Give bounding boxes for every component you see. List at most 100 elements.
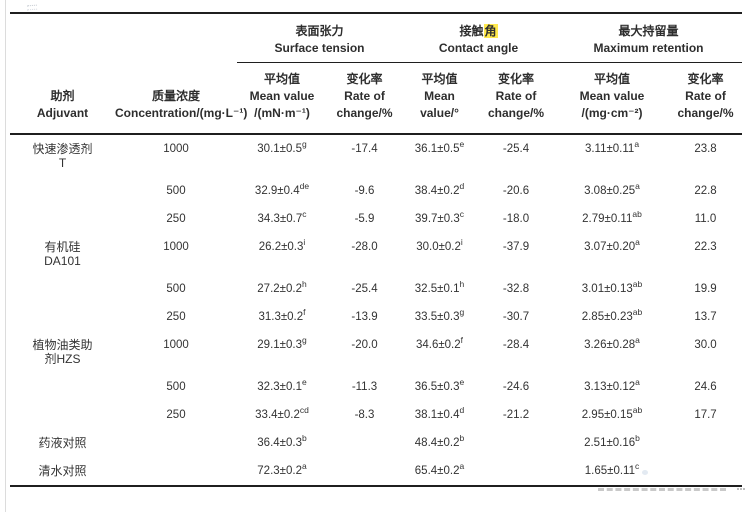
concentration-cell: 500 (166, 185, 186, 197)
ca-mean-cell: 38.4±0.2d (402, 177, 477, 205)
ca-mean-cell: 33.5±0.3g (402, 303, 477, 331)
ca-rate-cell: -25.4 (502, 143, 530, 155)
st-mean-cell: 32.3±0.1e (237, 373, 327, 401)
value: 34.3±0.7 (257, 213, 303, 225)
st-mean-cell: 30.1±0.5g (237, 134, 327, 177)
ca-rate-cell: -28.4 (502, 339, 530, 351)
group-header-contact-angle: 接触角 Contact angle (402, 13, 555, 63)
ca-rate-cell: -30.7 (502, 311, 530, 323)
significance-letter: e (459, 139, 465, 150)
subheader-line: value/° (420, 106, 459, 120)
value: 38.4±0.2 (414, 185, 460, 197)
adjuvant-cell (10, 303, 115, 331)
significance-letter: b (459, 433, 465, 444)
adjuvant-cell (10, 205, 115, 233)
value: 72.3±0.2 (257, 465, 302, 477)
ca-rate-cell (477, 457, 555, 486)
st-rate-cell: -28.0 (351, 241, 378, 253)
significance-letter: h (459, 279, 465, 290)
ca-rate-cell: -24.6 (502, 381, 530, 393)
value: 29.1±0.3 (257, 339, 302, 351)
ca-mean-cell: 38.1±0.4d (402, 401, 477, 429)
mr-rate-cell: 13.7 (694, 311, 717, 323)
group-header-max-retention: 最大持留量 Maximum retention (555, 13, 743, 63)
group-header-row: 助剂 Adjuvant 质量浓度 Concentration/(mg·L⁻¹) … (10, 13, 743, 135)
ca-rate-cell: -21.2 (502, 409, 530, 421)
subheader-line: Rate of (495, 89, 537, 103)
value: 32.3±0.1 (257, 381, 302, 393)
value: 36.4±0.3 (257, 437, 302, 449)
significance-letter: i (303, 237, 306, 248)
significance-letter: a (635, 377, 640, 388)
subheader-line: Rate of (685, 89, 726, 103)
results-table-container: 助剂 Adjuvant 质量浓度 Concentration/(mg·L⁻¹) … (10, 12, 743, 487)
value: 27.2±0.2 (257, 283, 302, 295)
mr-rate-cell (669, 457, 742, 486)
concentration-cell (115, 429, 237, 457)
concentration-cell: 250 (166, 311, 186, 323)
mr-mean-cell: 2.85±0.23ab (555, 303, 669, 331)
header-en: Adjuvant (36, 106, 89, 120)
st-rate-cell: -8.3 (354, 409, 375, 421)
subheader-line: 平均值 (421, 72, 458, 86)
value: 2.95±0.15 (581, 409, 633, 421)
significance-letter: ab (632, 307, 643, 318)
ca-mean-cell: 32.5±0.1h (402, 275, 477, 303)
significance-letter: cd (299, 405, 309, 416)
subheader-mr-mean: 平均值 Mean value /(mg·cm⁻²) (555, 62, 669, 135)
value: 65.4±0.2 (414, 465, 460, 477)
adjuvant-name-line2: DA101 (44, 254, 81, 268)
st-mean-cell: 72.3±0.2a (237, 457, 327, 486)
subheader-line: change/% (677, 106, 734, 120)
table-row: 植物油类助 剂HZS 1000 29.1±0.3g -20.0 34.6±0.2f… (10, 331, 742, 373)
value: 32.9±0.4 (254, 185, 300, 197)
adjuvant-cell: 清水对照 (38, 464, 87, 478)
st-rate-cell: -5.9 (354, 213, 375, 225)
significance-letter: b (301, 433, 307, 444)
ca-mean-cell: 34.6±0.2f (402, 331, 477, 373)
st-mean-cell: 33.4±0.2cd (237, 401, 327, 429)
concentration-cell: 500 (166, 283, 186, 295)
value: 36.1±0.5 (414, 143, 460, 155)
subheader-line: 变化率 (497, 72, 534, 86)
ca-mean-cell: 36.5±0.3e (402, 373, 477, 401)
ca-rate-cell: -20.6 (502, 185, 530, 197)
value: 26.2±0.3 (258, 241, 304, 253)
adjuvant-cell (10, 373, 115, 401)
table-row: 500 32.3±0.1e -11.3 36.5±0.3e -24.6 3.13… (10, 373, 742, 401)
adjuvant-name-line2: 剂HZS (44, 352, 81, 366)
subheader-line: 平均值 (263, 72, 300, 86)
significance-letter: a (635, 237, 640, 248)
st-mean-cell: 34.3±0.7c (237, 205, 327, 233)
st-rate-cell: -25.4 (351, 283, 378, 295)
header-zh: 助剂 (50, 89, 75, 103)
subheader-st-rate: 变化率 Rate of change/% (327, 62, 402, 135)
st-mean-cell: 36.4±0.3b (237, 429, 327, 457)
mr-mean-cell: 3.13±0.12a (555, 373, 669, 401)
subheader-line: 平均值 (593, 72, 630, 86)
st-rate-cell (327, 457, 402, 486)
mr-rate-cell: 24.6 (694, 381, 717, 393)
ca-mean-cell: 39.7±0.3c (402, 205, 477, 233)
table-body: 快速渗透剂 T 1000 30.1±0.5g -17.4 36.1±0.5e -2… (10, 134, 742, 486)
scan-artifact-top (26, 4, 38, 11)
value: 1.65±0.11 (584, 465, 635, 477)
concentration-cell: 250 (166, 409, 186, 421)
significance-letter: ab (632, 209, 642, 220)
significance-letter: e (301, 377, 307, 388)
adjuvant-cell: 快速渗透剂 T (10, 134, 115, 177)
subheader-st-mean: 平均值 Mean value /(mN·m⁻¹) (237, 62, 327, 135)
header-zh-prefix: 接触 (459, 24, 484, 38)
significance-letter: c (634, 461, 640, 472)
sub-header-row: 平均值 Mean value /(mN·m⁻¹) 变化率 Rate of cha… (10, 62, 743, 135)
concentration-cell (115, 457, 237, 486)
adjuvant-cell (10, 177, 115, 205)
st-mean-cell: 32.9±0.4de (237, 177, 327, 205)
st-mean-cell: 29.1±0.3g (237, 331, 327, 373)
mr-mean-cell: 3.07±0.20a (555, 233, 669, 275)
subheader-mr-rate: 变化率 Rate of change/% (669, 62, 743, 135)
subheader-line: 变化率 (687, 72, 724, 86)
mr-rate-cell: 17.7 (694, 409, 717, 421)
st-rate-cell: -20.0 (351, 339, 378, 351)
subheader-ca-rate: 变化率 Rate of change/% (477, 62, 555, 135)
